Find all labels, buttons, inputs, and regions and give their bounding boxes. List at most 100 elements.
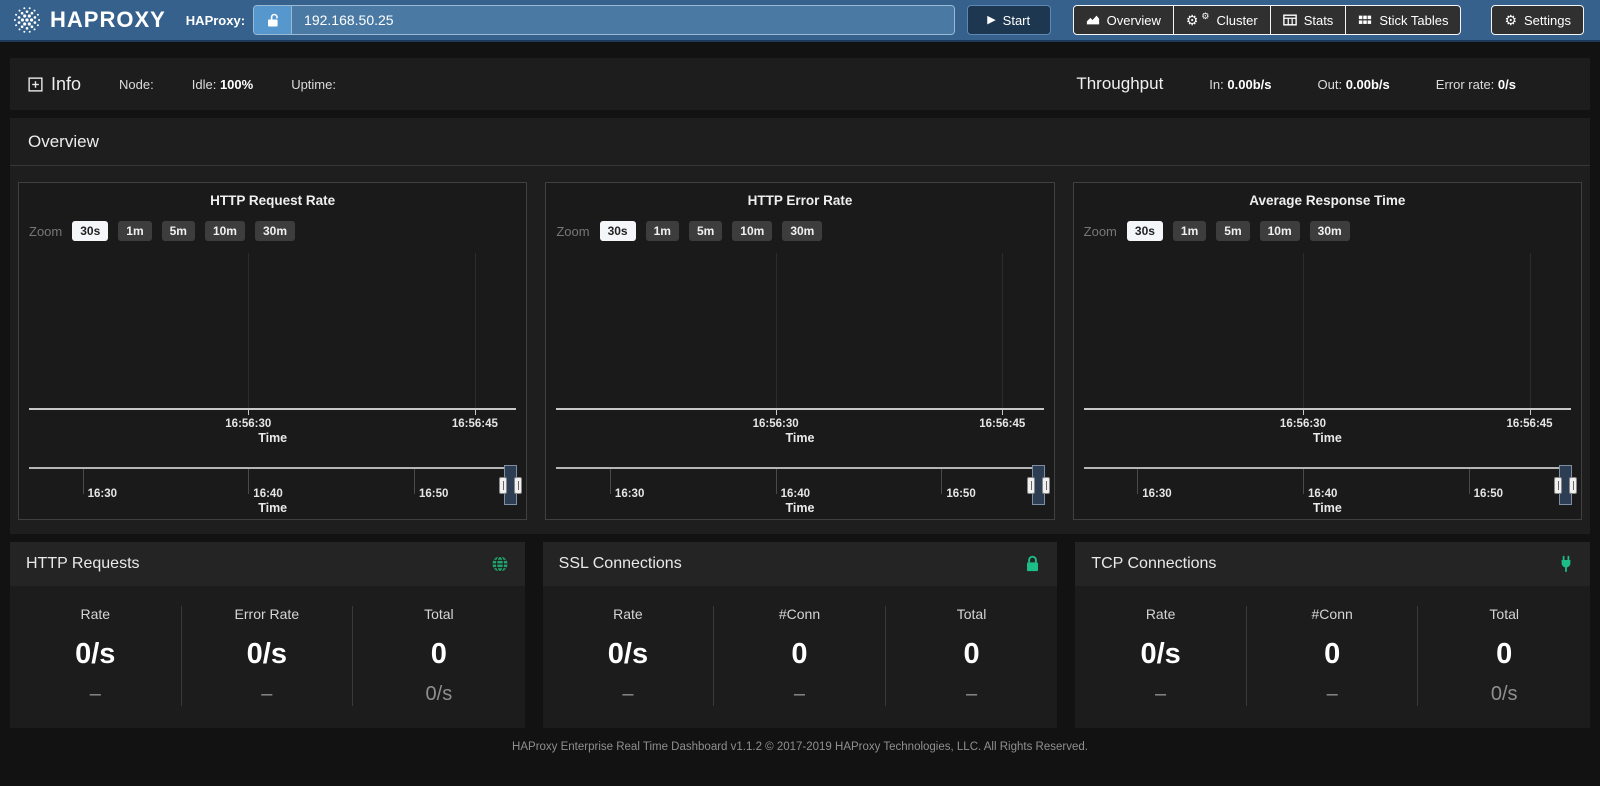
navigator-selection[interactable] [1554, 465, 1577, 505]
stat-column-conn: #Conn 0 – [714, 606, 886, 706]
area-chart-icon [1086, 15, 1099, 25]
zoom-30s-button[interactable]: 30s [72, 221, 109, 241]
x-tick-label: 16:56:30 [1279, 418, 1326, 430]
lock-icon [1024, 555, 1041, 573]
zoom-1m-button[interactable]: 1m [645, 221, 679, 241]
stat-sub-value: – [793, 683, 806, 705]
zoom-5m-button[interactable]: 5m [1216, 221, 1250, 241]
grid-icon [1359, 15, 1372, 24]
x-tick-label: 16:56:45 [1506, 418, 1553, 430]
address-label: HAProxy: [185, 12, 246, 28]
stat-cards-row: HTTP Requests Rate 0/s – [10, 542, 1590, 728]
stat-sub-value: 0/s [1490, 683, 1518, 705]
x-axis [556, 408, 1044, 410]
x-axis-title: Time [1312, 431, 1342, 445]
nav-button-overview[interactable]: Overview [1072, 5, 1174, 35]
card-ssl-connections: SSL Connections Rate 0/s – #Conn 0 – Tot… [542, 542, 1058, 728]
table-icon [1282, 14, 1297, 26]
nav-button-stick-tables[interactable]: Stick Tables [1345, 5, 1462, 35]
nav-tick-label: 16:50 [1473, 488, 1504, 500]
throughput-out: Out: 0.00b/s [1317, 76, 1390, 92]
stat-column-total: Total 0 0/s [353, 606, 525, 706]
charts-row: HTTP Request Rate Zoom 30s 1m 5m 10m 30m… [10, 166, 1590, 534]
stat-column-total: Total 0 – [886, 606, 1058, 706]
info-expander[interactable]: Info [28, 74, 81, 95]
navigator-selection[interactable] [1026, 465, 1050, 505]
navigator-selection[interactable] [499, 465, 523, 505]
stat-value: 0 [1324, 638, 1341, 670]
x-tick-label: 16:56:45 [979, 418, 1026, 430]
zoom-30m-button[interactable]: 30m [782, 221, 823, 241]
zoom-30m-button[interactable]: 30m [254, 221, 296, 241]
card-title: SSL Connections [558, 555, 682, 572]
zoom-1m-button[interactable]: 1m [1172, 221, 1207, 241]
stat-column-error-rate: Error Rate 0/s – [182, 606, 354, 706]
node-label: Node: [119, 76, 154, 92]
navigator-handle-left[interactable] [499, 477, 508, 494]
navigator-axis-title: Time [785, 501, 815, 515]
nav-button-cluster[interactable]: ⚙ ⚙ Cluster [1172, 5, 1271, 35]
haproxy-logo: HAPROXY [12, 5, 166, 35]
zoom-5m-button[interactable]: 5m [161, 221, 195, 241]
haproxy-sphere-icon [13, 7, 41, 33]
stat-column-rate: Rate 0/s – [543, 606, 715, 706]
zoom-1m-button[interactable]: 1m [118, 221, 152, 241]
stat-value: 0 [430, 638, 447, 670]
zoom-10m-button[interactable]: 10m [1259, 221, 1300, 241]
chart-title: HTTP Request Rate [210, 193, 336, 208]
navigator-handle-right[interactable] [1041, 477, 1050, 494]
navigator-handle-left[interactable] [1026, 477, 1035, 494]
nav-button-stats[interactable]: Stats [1269, 5, 1347, 35]
stat-sub-value: – [261, 683, 273, 705]
start-button[interactable]: ▶ Start [966, 5, 1051, 35]
zoom-30m-button[interactable]: 30m [1309, 221, 1350, 241]
unlock-icon [267, 13, 278, 27]
stat-sub-value: – [622, 683, 634, 705]
stat-value: 0 [791, 638, 808, 670]
stat-sub-value: – [89, 683, 101, 705]
throughput-error-rate: Error rate: 0/s [1435, 76, 1516, 92]
x-tick-label: 16:56:45 [451, 418, 498, 430]
overview-section-title: Overview [10, 118, 1590, 166]
zoom-5m-button[interactable]: 5m [688, 221, 723, 241]
chart-navigator[interactable]: 16:30 16:40 16:50 [29, 465, 523, 513]
uptime-label: Uptime: [291, 76, 336, 92]
top-navbar: HAPROXY HAProxy: ▶ Start Overview ⚙⚙ Clu… [0, 0, 1600, 42]
zoom-control: Zoom 30s 1m 5m 10m 30m [1084, 221, 1350, 241]
chart-title: HTTP Error Rate [747, 193, 853, 208]
throughput-title: Throughput [1076, 74, 1164, 93]
stat-sub-value: 0/s [425, 683, 453, 705]
chart-navigator[interactable]: 16:30 16:40 16:50 [1083, 465, 1577, 513]
settings-button[interactable]: ⚙ Settings [1491, 5, 1584, 35]
view-switcher: Overview ⚙ ⚙ Cluster Stats Stick Tables [1072, 5, 1462, 35]
x-axis [29, 408, 517, 410]
stat-column-conn: #Conn 0 – [1247, 606, 1419, 706]
card-title: HTTP Requests [26, 555, 140, 572]
zoom-10m-button[interactable]: 10m [204, 221, 245, 241]
idle-stat: Idle: 100% [191, 76, 254, 92]
chart-average-response-time: Average Response Time Zoom 30s 1m 5m 10m… [1072, 182, 1582, 520]
zoom-30s-button[interactable]: 30s [1126, 221, 1163, 241]
gridline [1302, 253, 1304, 410]
navigator-handle-right[interactable] [1569, 477, 1577, 494]
throughput-in: In: 0.00b/s [1209, 76, 1272, 92]
unlock-button[interactable] [254, 6, 293, 34]
navigator-handle-right[interactable] [514, 477, 523, 494]
footer-copyright: HAProxy Enterprise Real Time Dashboard v… [512, 741, 1088, 753]
zoom-control: Zoom 30s 1m 5m 10m 30m [556, 221, 823, 241]
x-tick-label: 16:56:30 [752, 418, 799, 430]
stat-column-rate: Rate 0/s – [10, 606, 182, 706]
stat-column-total: Total 0 0/s [1418, 606, 1590, 706]
nav-tick-label: 16:40 [780, 488, 811, 500]
address-input[interactable] [292, 6, 954, 34]
zoom-30s-button[interactable]: 30s [599, 221, 636, 241]
nav-tick-label: 16:40 [253, 488, 283, 500]
navigator-handle-left[interactable] [1554, 477, 1562, 494]
zoom-label: Zoom [1083, 223, 1117, 239]
chart-navigator[interactable]: 16:30 16:40 16:50 [556, 465, 1050, 513]
stat-value: 0/s [607, 638, 649, 670]
plug-icon [1558, 555, 1574, 573]
card-title: TCP Connections [1091, 555, 1217, 572]
stat-value: 0/s [75, 638, 116, 670]
zoom-10m-button[interactable]: 10m [732, 221, 773, 241]
